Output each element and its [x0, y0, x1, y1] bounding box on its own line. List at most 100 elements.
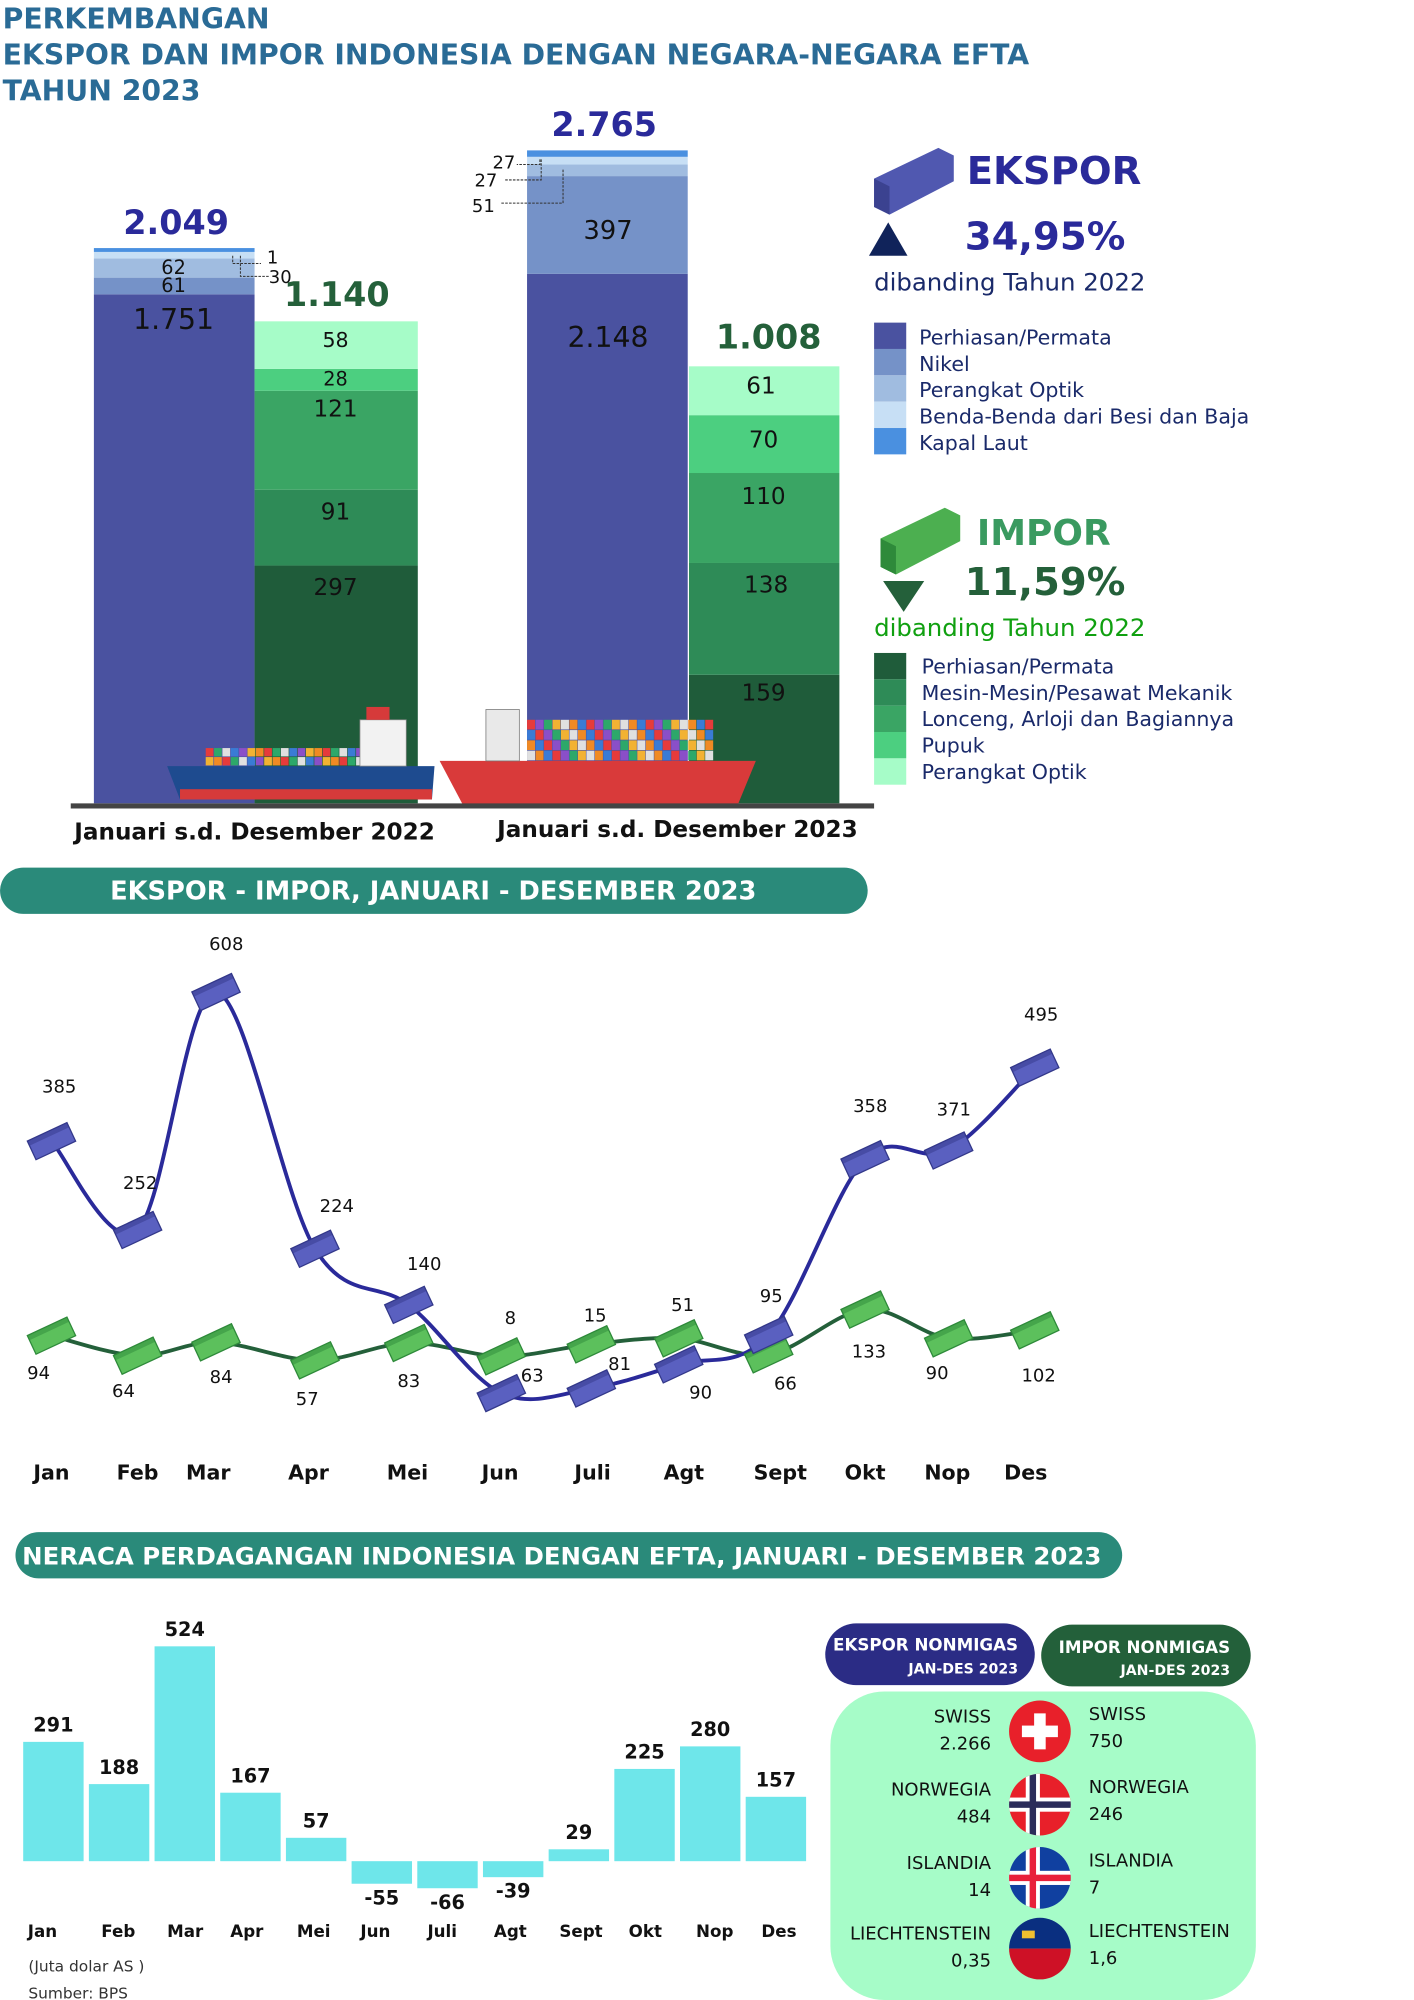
export-legend-label: Kapal Laut	[919, 431, 1028, 455]
container-block	[305, 748, 314, 757]
line-chart-title: EKSPOR - IMPOR, JANUARI - DESEMBER 2023	[110, 877, 756, 907]
line-month-label: Jun	[480, 1460, 519, 1484]
import-container-icon	[880, 507, 961, 575]
neraca-bar-chart: NERACA PERDAGANGAN INDONESIA DENGAN EFTA…	[15, 1532, 1123, 2000]
bar-chart-title: NERACA PERDAGANGAN INDONESIA DENGAN EFTA…	[22, 1541, 1101, 1570]
neraca-value-label: 280	[690, 1718, 730, 1741]
import-segment-label: 58	[322, 328, 348, 352]
container-block	[222, 757, 231, 766]
neraca-value-label: 524	[165, 1618, 205, 1641]
container-block	[637, 750, 646, 761]
container-top	[27, 1317, 70, 1341]
import-legend-label: Pupuk	[922, 734, 985, 758]
container-block	[560, 750, 569, 761]
neraca-bar	[23, 1741, 84, 1862]
neraca-value-label: -39	[496, 1880, 531, 1903]
line-month-label: Agt	[664, 1460, 705, 1484]
container-top	[113, 1337, 156, 1361]
container-block	[645, 730, 654, 740]
source-note: Sumber: BPS	[28, 1985, 128, 2000]
container-body	[476, 1336, 527, 1376]
container-block	[671, 719, 680, 730]
import-point-icon	[26, 1316, 77, 1356]
container-block	[679, 730, 688, 740]
export-segment	[527, 273, 688, 804]
container-block	[280, 748, 289, 757]
export-value-label: 358	[853, 1096, 887, 1117]
container-body	[190, 1322, 242, 1362]
neraca-value-label: 29	[565, 1821, 592, 1844]
container-block	[239, 757, 247, 766]
export-point-icon	[566, 1369, 617, 1408]
cross-h	[1009, 1874, 1071, 1882]
period-label-2022: Januari s.d. Desember 2022	[72, 819, 435, 845]
import-country-name: SWISS	[1089, 1704, 1146, 1725]
import-segment	[254, 390, 418, 490]
import-segment-label: 70	[749, 427, 778, 453]
import-legend-swatch	[874, 679, 907, 706]
export-point-icon	[476, 1373, 527, 1413]
neraca-bar	[548, 1849, 610, 1862]
line-month-label: Sept	[754, 1460, 807, 1484]
container-block	[705, 730, 714, 740]
container-block	[247, 757, 256, 766]
container-block	[331, 748, 339, 757]
export-value-label: 608	[209, 934, 243, 955]
import-value-label: 90	[926, 1363, 949, 1384]
container-block	[314, 748, 323, 757]
container-top	[840, 1140, 883, 1164]
container-body	[112, 1336, 163, 1376]
container-block	[705, 750, 714, 761]
container-block	[688, 730, 697, 740]
container-top	[384, 1286, 427, 1310]
export-legend-label: Nikel	[919, 352, 970, 376]
container-body	[923, 1318, 974, 1358]
ship-hull-bottom	[180, 789, 432, 800]
container-block	[264, 748, 272, 757]
import-point-icon	[653, 1318, 704, 1358]
neraca-month-label: Jun	[359, 1921, 390, 1941]
import-country-value: 1,6	[1089, 1948, 1118, 1969]
container-block	[645, 719, 654, 730]
export-segment-label: 1.751	[133, 303, 214, 336]
export-country-value: 2.266	[940, 1733, 992, 1754]
container-block	[662, 730, 671, 740]
container-block	[535, 740, 544, 750]
bar-chart-banner	[15, 1532, 1123, 1579]
container-body	[874, 147, 954, 215]
container-block	[247, 748, 256, 757]
export-country-name: SWISS	[934, 1706, 991, 1727]
container-block	[535, 750, 544, 761]
container-block	[654, 719, 663, 730]
container-block	[662, 719, 671, 730]
import-legend-swatch	[874, 652, 907, 680]
container-block	[569, 719, 578, 730]
import-total-2023: 1.008	[716, 317, 822, 356]
container-body	[840, 1139, 891, 1179]
container-block	[535, 719, 544, 730]
title-line-1: PERKEMBANGAN	[3, 2, 270, 35]
export-legend-swatch	[874, 348, 907, 376]
export-segment-label: 397	[584, 216, 633, 246]
import-note: dibanding Tahun 2022	[874, 613, 1145, 642]
container-top	[924, 1131, 967, 1156]
line-month-label: Des	[1004, 1460, 1047, 1484]
import-point-icon	[289, 1340, 340, 1380]
neraca-month-label: Mar	[167, 1921, 204, 1941]
import-point-icon	[840, 1290, 891, 1329]
title-line-3: TAHUN 2023	[3, 74, 201, 107]
import-segment	[689, 415, 840, 474]
container-block	[214, 748, 222, 757]
ship-bridge	[359, 719, 407, 767]
container-block	[637, 740, 646, 750]
ship-funnel	[366, 706, 390, 720]
container-block	[594, 730, 603, 740]
import-nonmigas-header	[1041, 1624, 1251, 1687]
export-point-icon	[289, 1229, 340, 1269]
container-block	[645, 750, 654, 761]
export-segment	[93, 294, 255, 804]
export-point-icon	[26, 1121, 77, 1161]
import-country-value: 7	[1089, 1877, 1100, 1898]
neraca-value-label: 225	[624, 1741, 664, 1764]
container-block	[654, 740, 663, 750]
